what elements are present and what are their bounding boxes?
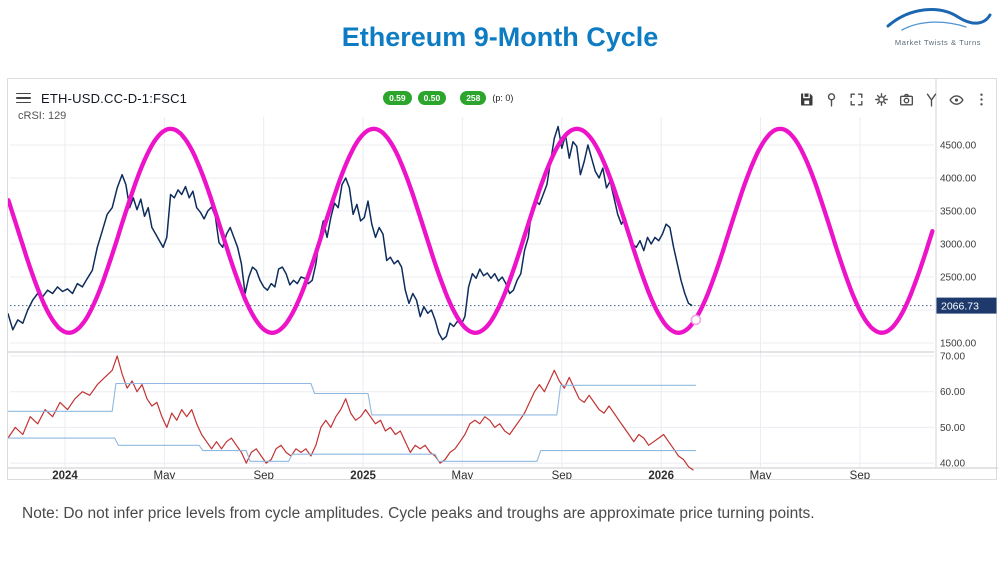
brand-logo: Market Twists & Turns [878,4,998,47]
cycle-strength-badge: 0.59 [383,91,412,105]
chart-widget: 4500.00 4000.00 3500.00 3000.00 2500.00 1500.… [7,78,998,480]
svg-text:May: May [452,470,474,479]
svg-text:3500.00: 3500.00 [940,207,977,218]
chart-toolbar [798,91,990,108]
svg-text:2024: 2024 [52,470,78,479]
cycle-phase-badge: 0.50 [417,91,447,105]
chart-topbar: ETH-USD.CC-D-1:FSC1 0.59 0.50 258 (p: 0) [16,89,513,107]
svg-text:60.00: 60.00 [940,387,965,398]
wave-logo-icon [886,8,992,31]
pin-icon[interactable] [823,91,840,108]
period-badge: 258 [460,91,487,105]
p-value-label: (p: 0) [492,93,514,103]
svg-text:2500.00: 2500.00 [940,273,977,284]
svg-text:Sep: Sep [253,470,273,479]
svg-text:May: May [750,470,772,479]
svg-text:Sep: Sep [552,470,572,479]
svg-text:May: May [154,470,176,479]
svg-text:50.00: 50.00 [940,423,965,434]
price-chart[interactable]: 4500.00 4000.00 3500.00 3000.00 2500.00 1500.… [8,79,998,479]
camera-icon[interactable] [898,91,915,108]
svg-text:3000.00: 3000.00 [940,240,977,251]
svg-text:Sep: Sep [850,470,870,479]
svg-text:2066.73: 2066.73 [941,300,979,312]
svg-text:2026: 2026 [648,470,674,479]
crsi-label: cRSI: 129 [18,110,67,122]
svg-text:1500.00: 1500.00 [940,339,977,350]
alerts-icon[interactable] [923,91,940,108]
brand-name: Market Twists & Turns [894,38,982,47]
eye-icon[interactable] [948,91,965,108]
menu-icon[interactable] [16,92,31,104]
page-title: Ethereum 9-Month Cycle [341,22,659,52]
footnote: Note: Do not infer price levels from cyc… [22,505,815,522]
svg-text:4500.00: 4500.00 [940,141,977,152]
symbol-label[interactable]: ETH-USD.CC-D-1:FSC1 [41,90,188,106]
fullscreen-icon[interactable] [848,91,865,108]
svg-text:40.00: 40.00 [940,459,965,470]
settings-icon[interactable] [873,91,890,108]
svg-text:70.00: 70.00 [940,352,965,363]
svg-text:2025: 2025 [350,470,376,479]
svg-text:4000.00: 4000.00 [940,174,977,185]
save-icon[interactable] [798,91,815,108]
more-icon[interactable] [973,91,990,108]
